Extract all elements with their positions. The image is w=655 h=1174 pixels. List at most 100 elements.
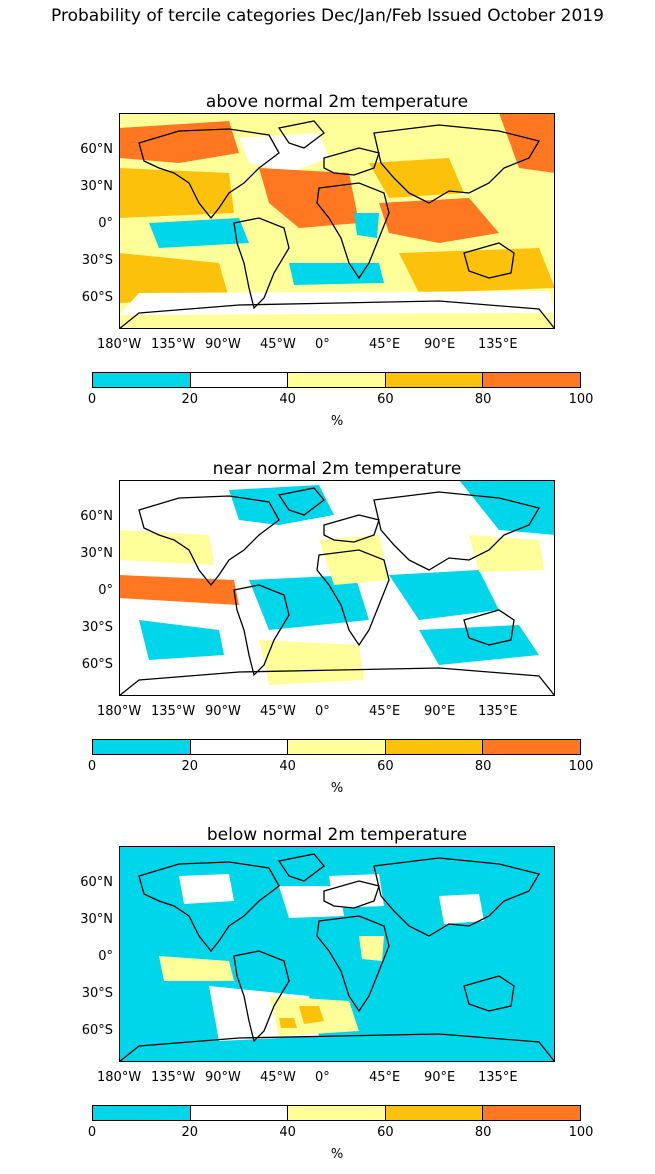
probability-region: [439, 894, 484, 924]
colorbar-tick-label: 20: [181, 1125, 199, 1140]
coastline: [323, 147, 380, 176]
colorbar-tick-label: 0: [87, 392, 97, 407]
colorbar-tick-label: 60: [377, 759, 394, 774]
colorbar-tick-label: 0: [87, 759, 97, 774]
lat-tick-label: 0°: [98, 949, 113, 964]
probability-region: [359, 936, 384, 961]
colorbar: [92, 1105, 581, 1121]
coastline: [277, 487, 325, 516]
probability-region: [229, 485, 334, 525]
lon-tick-label: 45°W: [260, 704, 296, 719]
lon-tick-label: 0°: [315, 1070, 330, 1085]
coastline: [463, 609, 515, 646]
colorbar-tick-label: 100: [568, 759, 594, 774]
colorbar-unit-label: %: [330, 1147, 344, 1162]
lat-tick-label: 60°S: [81, 290, 113, 305]
lat-tick-label: 30°S: [81, 253, 113, 268]
probability-region: [299, 1006, 324, 1024]
coastline: [277, 120, 325, 149]
probability-region: [469, 535, 544, 572]
colorbar-tick-label: 0: [87, 1125, 97, 1140]
panel-title: near normal 2m temperature: [212, 459, 462, 479]
lon-tick-label: 180°W: [97, 704, 142, 719]
panel-title: below normal 2m temperature: [206, 825, 468, 845]
probability-region: [354, 213, 379, 238]
probability-region: [279, 886, 344, 918]
lat-tick-label: 0°: [98, 583, 113, 598]
colorbar-segment: [385, 373, 484, 387]
colorbar-tick-label: 100: [568, 392, 594, 407]
colorbar-segment: [385, 1106, 484, 1120]
lat-tick-label: 30°S: [81, 620, 113, 635]
colorbar-segment: [483, 373, 580, 387]
probability-region: [239, 133, 329, 173]
probability-region: [259, 640, 364, 685]
colorbar-segment: [483, 740, 580, 754]
probability-region: [119, 530, 214, 565]
coastline: [233, 217, 290, 310]
coastline: [463, 975, 515, 1012]
lat-tick-label: 30°S: [81, 986, 113, 1001]
coastline: [138, 495, 280, 587]
colorbar-tick-label: 100: [568, 1125, 594, 1140]
lon-tick-label: 135°E: [478, 704, 518, 719]
figure-title: Probability of tercile categories Dec/Ja…: [51, 6, 604, 26]
coastline: [316, 915, 390, 1013]
lat-tick-label: 30°N: [80, 179, 113, 194]
lat-tick-label: 60°S: [81, 1023, 113, 1038]
lon-tick-label: 135°W: [151, 1070, 196, 1085]
lat-tick-label: 0°: [98, 216, 113, 231]
coastline: [373, 491, 541, 571]
colorbar-segment: [483, 1106, 580, 1120]
probability-region: [119, 253, 229, 303]
panel-title: above normal 2m temperature: [205, 92, 469, 112]
coastline: [373, 124, 541, 204]
lon-tick-label: 90°W: [205, 704, 241, 719]
lon-tick-label: 45°E: [369, 704, 401, 719]
lon-tick-label: 180°W: [97, 1070, 142, 1085]
colorbar: [92, 739, 581, 755]
lon-tick-label: 90°W: [205, 1070, 241, 1085]
probability-region: [179, 874, 234, 904]
lon-tick-label: 180°W: [97, 337, 142, 352]
probability-region: [139, 620, 224, 660]
colorbar-segment: [288, 373, 386, 387]
colorbar-unit-label: %: [330, 781, 344, 796]
probability-region: [419, 625, 539, 665]
lon-tick-label: 45°W: [260, 337, 296, 352]
probability-region: [399, 248, 555, 293]
coastline: [323, 514, 380, 543]
probability-region: [149, 218, 249, 248]
probability-region: [379, 198, 499, 243]
colorbar-segment: [288, 1106, 386, 1120]
probability-region: [159, 956, 234, 981]
colorbar-segment: [93, 373, 191, 387]
probability-region: [279, 1018, 297, 1028]
lon-tick-label: 135°E: [478, 337, 518, 352]
lat-tick-label: 60°N: [80, 509, 113, 524]
coastline: [233, 950, 290, 1043]
probability-region: [369, 158, 464, 198]
colorbar-segment: [288, 740, 386, 754]
colorbar-tick-label: 80: [474, 392, 492, 407]
coastline: [119, 667, 555, 696]
colorbar-unit-label: %: [330, 414, 344, 429]
colorbar-tick-label: 40: [279, 392, 296, 407]
colorbar-segment: [93, 740, 191, 754]
colorbar-segment: [190, 740, 289, 754]
lon-tick-label: 0°: [315, 337, 330, 352]
colorbar-tick-label: 40: [279, 759, 296, 774]
lat-tick-label: 60°S: [81, 657, 113, 672]
lat-tick-label: 30°N: [80, 546, 113, 561]
probability-region: [119, 168, 234, 218]
colorbar-tick-label: 20: [181, 392, 199, 407]
lat-tick-label: 30°N: [80, 912, 113, 927]
probability-region: [259, 168, 359, 228]
coastline: [119, 1033, 555, 1062]
coastline: [316, 549, 390, 647]
probability-map: [119, 846, 555, 1062]
probability-region: [289, 263, 384, 285]
colorbar-tick-label: 40: [279, 1125, 296, 1140]
lon-tick-label: 45°E: [369, 1070, 401, 1085]
colorbar-tick-label: 80: [474, 1125, 492, 1140]
